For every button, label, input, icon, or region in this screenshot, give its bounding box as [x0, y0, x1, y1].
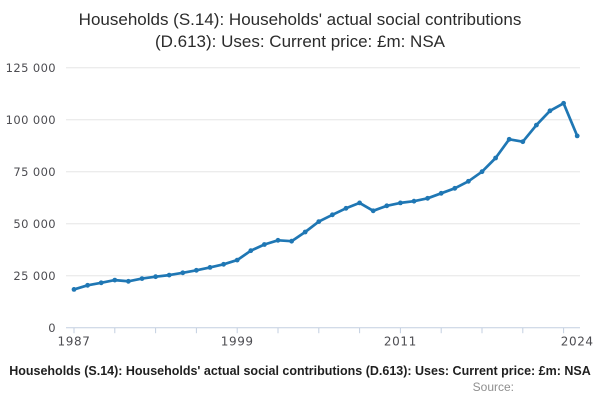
y-axis-label: 25 000 — [13, 269, 56, 283]
data-point[interactable] — [398, 200, 403, 206]
x-axis-label: 2024 — [561, 335, 594, 349]
series-caption-wrap: Households (S.14): Households' actual so… — [0, 364, 600, 381]
data-point[interactable] — [71, 287, 77, 292]
data-point[interactable] — [466, 178, 471, 184]
chart-title-line2: (D.613): Uses: Current price: £m: NSA — [154, 32, 446, 51]
series-caption: Households (S.14): Households' actual so… — [9, 364, 591, 378]
data-point[interactable] — [479, 169, 485, 175]
data-point[interactable] — [207, 265, 213, 270]
data-point[interactable] — [357, 200, 362, 206]
data-point[interactable] — [139, 276, 145, 281]
data-point[interactable] — [194, 267, 199, 273]
y-axis-label: 75 000 — [13, 165, 56, 179]
y-axis-label: 125 000 — [6, 61, 56, 75]
data-point[interactable] — [262, 242, 267, 247]
data-point[interactable] — [438, 190, 444, 196]
x-axis-label: 1987 — [58, 335, 91, 349]
y-axis-label: 0 — [48, 321, 56, 335]
data-point[interactable] — [411, 198, 417, 204]
data-point[interactable] — [248, 248, 254, 254]
data-point[interactable] — [316, 219, 322, 225]
data-point[interactable] — [221, 261, 227, 267]
series-line — [72, 101, 579, 291]
y-axis-label: 50 000 — [13, 217, 56, 231]
data-point[interactable] — [547, 108, 553, 114]
chart-title-line1: Households (S.14): Households' actual so… — [78, 10, 522, 29]
data-point[interactable] — [343, 205, 349, 211]
data-point[interactable] — [574, 133, 580, 139]
chart-title: Households (S.14): Households' actual so… — [0, 9, 600, 53]
data-point[interactable] — [506, 136, 512, 142]
data-point[interactable] — [275, 237, 281, 243]
data-point[interactable] — [125, 278, 131, 284]
data-point[interactable] — [112, 277, 118, 283]
data-point[interactable] — [520, 139, 526, 145]
data-point[interactable] — [561, 100, 566, 106]
data-point[interactable] — [452, 185, 458, 191]
source-label: Source: — [472, 380, 514, 394]
data-point[interactable] — [384, 203, 390, 209]
data-point[interactable] — [85, 282, 90, 288]
data-point[interactable] — [534, 122, 539, 128]
data-point[interactable] — [302, 229, 308, 235]
data-point[interactable] — [370, 208, 376, 214]
data-point[interactable] — [425, 195, 430, 201]
data-point[interactable] — [98, 280, 104, 286]
data-point[interactable] — [330, 212, 335, 218]
x-axis-label: 2011 — [384, 335, 417, 349]
data-point[interactable] — [289, 238, 294, 244]
data-point[interactable] — [493, 155, 498, 161]
data-point[interactable] — [234, 257, 240, 263]
data-point[interactable] — [153, 274, 159, 280]
data-point[interactable] — [180, 270, 186, 276]
data-point[interactable] — [166, 272, 172, 278]
y-axis-label: 100 000 — [6, 113, 56, 127]
x-axis-label: 1999 — [221, 335, 254, 349]
